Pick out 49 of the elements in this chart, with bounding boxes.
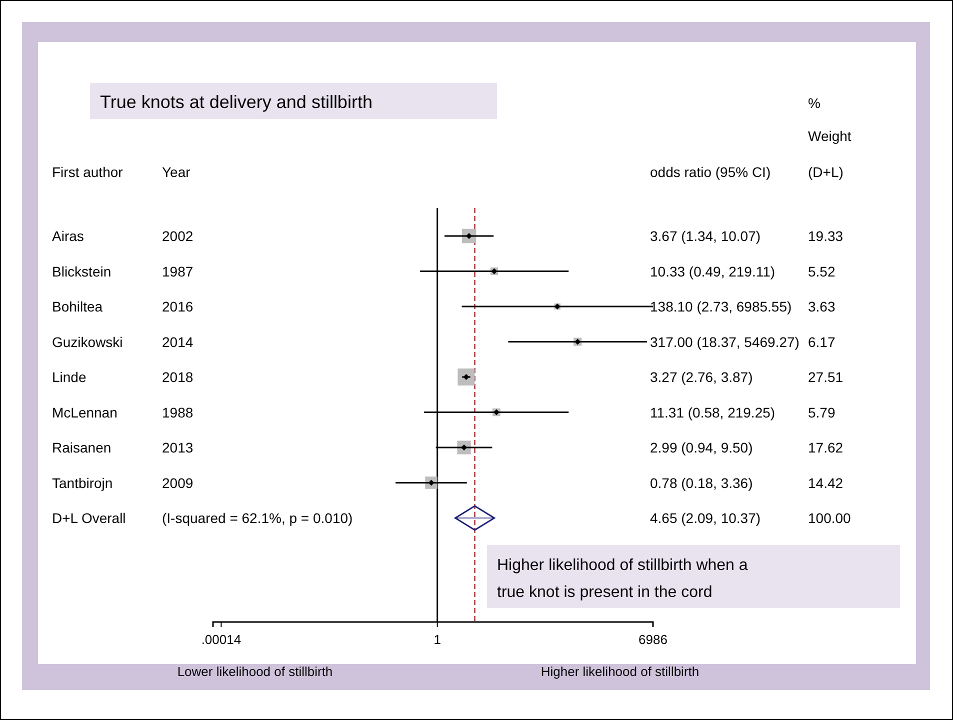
annotation: 317.00 (18.37, 5469.27) xyxy=(650,334,800,350)
annotation: 2.99 (0.94, 9.50) xyxy=(650,440,753,456)
y-tick-label: Raisanen xyxy=(52,440,112,456)
text: 1987 xyxy=(162,263,194,280)
text: 2018 xyxy=(162,369,194,385)
text: 6.17 xyxy=(808,334,836,350)
annotation: 138.10 (2.73, 6985.55) xyxy=(650,298,792,314)
annotation: 3.67 (1.34, 10.07) xyxy=(650,228,761,244)
x-tick-label: 1 xyxy=(434,632,441,648)
text: % xyxy=(808,95,820,111)
text: Lower likelihood of stillbirth xyxy=(177,664,333,679)
text: Higher likelihood of stillbirth xyxy=(540,664,700,679)
text: Weight xyxy=(808,128,852,144)
annotation: 4.65 (2.09, 10.37) xyxy=(650,510,761,526)
annotation: 3.27 (2.76, 3.87) xyxy=(650,369,753,385)
annotation: 11.31 (0.58, 219.25) xyxy=(650,404,776,420)
annotation: (I-squared = 62.1%, p = 0.010) xyxy=(162,510,353,526)
y-tick-label: Blickstein xyxy=(52,263,112,280)
text: 5.52 xyxy=(808,263,836,280)
text: 27.51 xyxy=(808,369,844,385)
y-tick-label: Tantbirojn xyxy=(52,474,113,491)
text: (D+L) xyxy=(808,164,844,180)
y-tick-label: Bohiltea xyxy=(52,298,103,314)
text: Higher likelihood of stillbirth when a true knot is present in the cord xyxy=(497,557,748,601)
chart-title: True knots at delivery and stillbirth xyxy=(100,92,372,112)
text: 2014 xyxy=(162,334,194,350)
text: 1988 xyxy=(162,404,194,420)
text: 5.79 xyxy=(808,404,836,420)
y-tick-label: Linde xyxy=(52,369,86,385)
annotation: 10.33 (0.49, 219.11) xyxy=(650,263,776,280)
y-tick-label: McLennan xyxy=(52,404,118,420)
y-tick-label: Airas xyxy=(52,228,84,244)
text: 19.33 xyxy=(808,228,844,244)
text: 2009 xyxy=(162,474,194,491)
text: 14.42 xyxy=(808,474,844,491)
text: 2016 xyxy=(162,298,194,314)
text: 2013 xyxy=(162,440,194,456)
text: First author xyxy=(52,164,124,180)
text: 17.62 xyxy=(808,440,844,456)
text: Year xyxy=(162,164,191,180)
annotation: 0.78 (0.18, 3.36) xyxy=(650,474,753,491)
x-tick-label: .00014 xyxy=(201,632,242,648)
y-tick-label: D+L Overall xyxy=(52,510,126,526)
y-tick-label: Guzikowski xyxy=(52,334,123,350)
text: 100.00 xyxy=(808,510,852,526)
text: 2002 xyxy=(162,228,194,244)
text: odds ratio (95% CI) xyxy=(650,164,771,180)
x-tick-label: 6986 xyxy=(638,632,668,648)
text: 3.63 xyxy=(808,298,836,314)
